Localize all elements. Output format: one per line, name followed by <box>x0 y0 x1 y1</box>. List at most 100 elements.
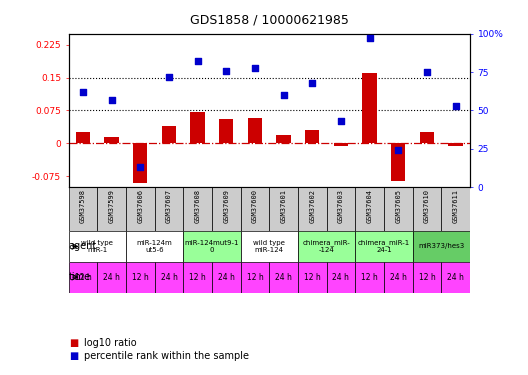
Bar <box>355 262 384 292</box>
Bar <box>448 143 463 146</box>
Bar <box>97 262 126 292</box>
Bar <box>183 187 212 231</box>
Bar <box>384 262 412 292</box>
Point <box>308 80 316 86</box>
Bar <box>76 132 90 143</box>
Text: wild type
miR-124: wild type miR-124 <box>253 240 285 253</box>
Bar <box>212 187 241 231</box>
Point <box>394 147 402 153</box>
Text: chimera_miR-
-124: chimera_miR- -124 <box>303 240 351 254</box>
Bar <box>327 262 355 292</box>
Text: time: time <box>69 272 91 282</box>
Point <box>251 64 259 70</box>
Bar <box>241 187 269 231</box>
Text: agent: agent <box>69 242 97 252</box>
Text: 12 h: 12 h <box>419 273 435 282</box>
Bar <box>69 262 97 292</box>
Bar <box>412 231 470 262</box>
Point <box>337 118 345 124</box>
Bar <box>355 187 384 231</box>
Text: 24 h: 24 h <box>161 273 177 282</box>
Bar <box>126 187 155 231</box>
Text: percentile rank within the sample: percentile rank within the sample <box>84 351 250 361</box>
Bar <box>305 130 319 143</box>
Bar <box>183 262 212 292</box>
Text: GSM37599: GSM37599 <box>109 189 115 224</box>
Text: miR373/hes3: miR373/hes3 <box>418 243 465 249</box>
Bar <box>412 262 441 292</box>
Bar <box>420 132 434 143</box>
Bar <box>391 143 406 181</box>
Text: miR-124m
ut5-6: miR-124m ut5-6 <box>137 240 173 253</box>
Text: 24 h: 24 h <box>275 273 292 282</box>
Point <box>79 89 87 95</box>
Text: GSM37602: GSM37602 <box>309 189 315 224</box>
Bar <box>212 262 241 292</box>
Bar <box>126 262 155 292</box>
Bar <box>441 262 470 292</box>
Bar <box>69 187 97 231</box>
Bar <box>69 231 126 262</box>
Bar <box>277 135 291 143</box>
Bar <box>334 143 348 146</box>
Text: 24 h: 24 h <box>103 273 120 282</box>
Bar <box>412 187 441 231</box>
Text: GSM37600: GSM37600 <box>252 189 258 224</box>
Bar <box>269 187 298 231</box>
Bar <box>241 231 298 262</box>
Text: 24 h: 24 h <box>390 273 407 282</box>
Text: log10 ratio: log10 ratio <box>84 338 137 348</box>
Bar <box>327 187 355 231</box>
Text: GDS1858 / 10000621985: GDS1858 / 10000621985 <box>190 13 348 26</box>
Bar <box>248 118 262 143</box>
Text: 12 h: 12 h <box>361 273 378 282</box>
Bar <box>355 231 412 262</box>
Bar <box>155 187 183 231</box>
Bar <box>269 262 298 292</box>
Text: ■: ■ <box>69 351 78 361</box>
Bar <box>155 262 183 292</box>
Text: 24 h: 24 h <box>333 273 350 282</box>
Point <box>222 68 231 74</box>
Bar <box>133 143 147 183</box>
Bar <box>298 187 327 231</box>
Text: 12 h: 12 h <box>304 273 320 282</box>
Text: GSM37608: GSM37608 <box>195 189 201 224</box>
Text: GSM37611: GSM37611 <box>452 189 459 224</box>
Text: GSM37598: GSM37598 <box>80 189 86 224</box>
Point <box>279 92 288 98</box>
Bar <box>126 231 183 262</box>
Point <box>136 164 145 170</box>
Text: GSM37605: GSM37605 <box>395 189 401 224</box>
Text: GSM37610: GSM37610 <box>424 189 430 224</box>
Bar <box>441 187 470 231</box>
Text: wild type
miR-1: wild type miR-1 <box>81 240 113 253</box>
Text: GSM37601: GSM37601 <box>280 189 287 224</box>
Text: ■: ■ <box>69 338 78 348</box>
Text: GSM37606: GSM37606 <box>137 189 143 224</box>
Bar <box>219 119 233 143</box>
Point <box>365 35 374 41</box>
Text: GSM37609: GSM37609 <box>223 189 229 224</box>
Bar <box>362 73 377 143</box>
Text: GSM37604: GSM37604 <box>366 189 373 224</box>
Point <box>423 69 431 75</box>
Bar <box>191 112 205 143</box>
Point <box>107 97 116 103</box>
Point <box>165 74 173 80</box>
Text: GSM37603: GSM37603 <box>338 189 344 224</box>
Text: 24 h: 24 h <box>218 273 235 282</box>
Point <box>451 103 460 109</box>
Bar <box>183 231 241 262</box>
Bar <box>298 231 355 262</box>
Text: 24 h: 24 h <box>447 273 464 282</box>
Text: 12 h: 12 h <box>132 273 149 282</box>
Bar <box>105 137 119 143</box>
Bar <box>298 262 327 292</box>
Bar <box>97 187 126 231</box>
Bar <box>384 187 412 231</box>
Text: 12 h: 12 h <box>189 273 206 282</box>
Point <box>193 58 202 64</box>
Text: miR-124mut9-1
0: miR-124mut9-1 0 <box>185 240 239 253</box>
Text: 12 h: 12 h <box>247 273 263 282</box>
